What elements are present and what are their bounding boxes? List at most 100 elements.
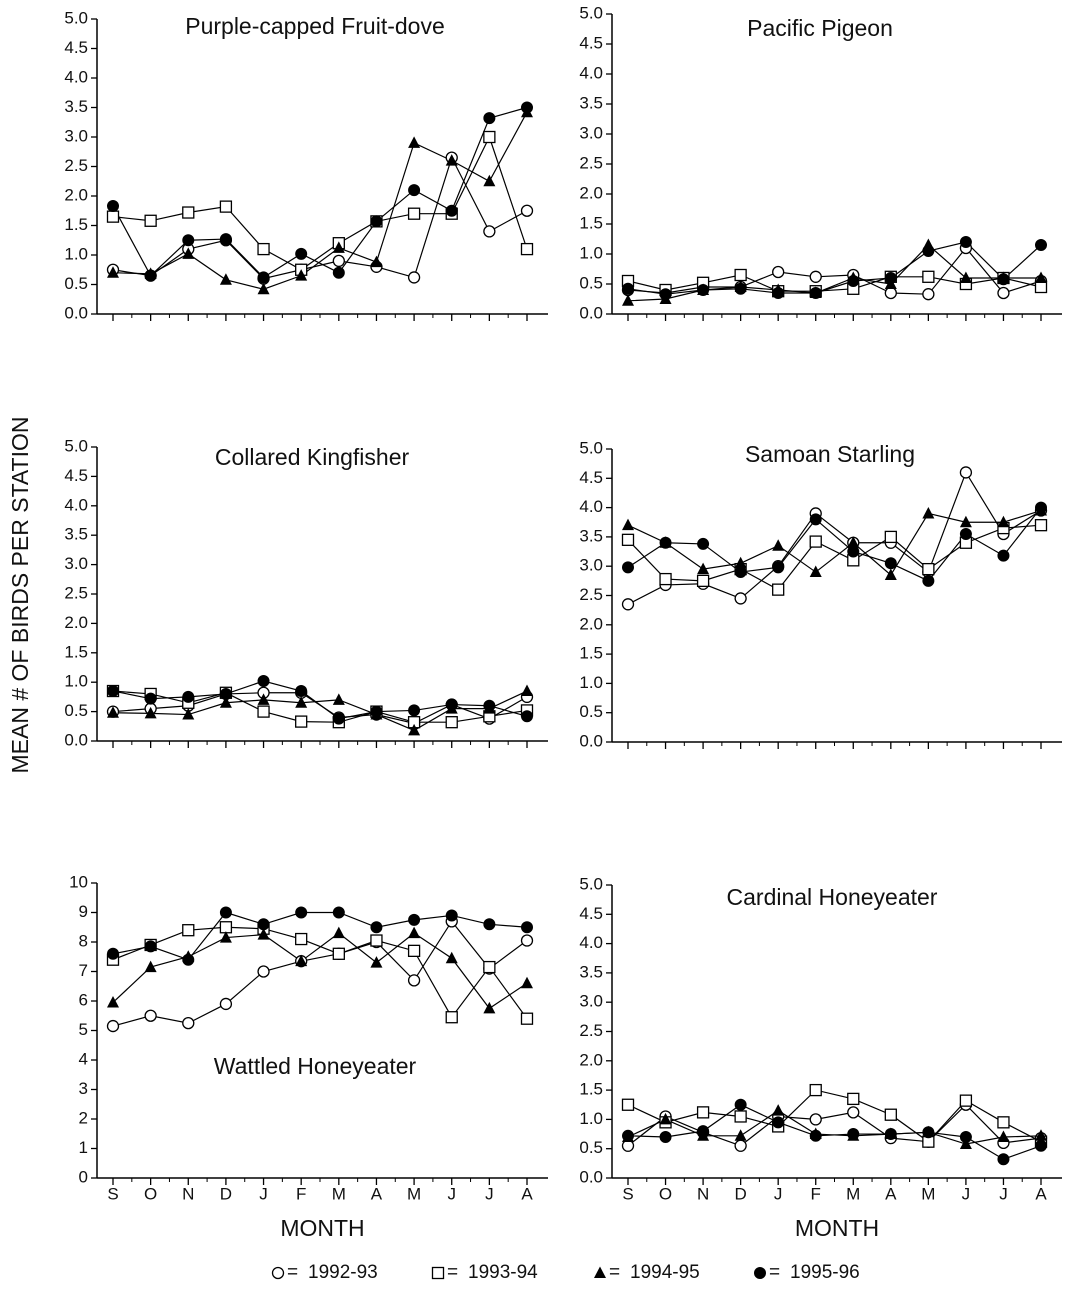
y-tick-label: 0.0 <box>579 303 603 322</box>
series-line <box>112 106 528 279</box>
data-point <box>257 675 270 688</box>
x-tick-label: D <box>734 1184 746 1203</box>
data-point <box>182 1016 195 1030</box>
data-point <box>332 693 345 705</box>
data-point <box>407 271 421 284</box>
legend-marker <box>594 1266 606 1278</box>
series-line <box>627 247 1042 295</box>
data-point <box>521 101 533 114</box>
x-tick-label: A <box>1035 1184 1047 1203</box>
data-point <box>1034 280 1048 294</box>
legend-separator: = <box>447 1262 458 1283</box>
data-point <box>107 947 119 960</box>
x-tick-label: J <box>999 1184 1008 1203</box>
data-point <box>959 236 972 248</box>
data-point <box>847 1128 860 1141</box>
data-point <box>521 921 533 934</box>
data-point <box>959 1094 973 1107</box>
data-point <box>257 242 270 256</box>
data-point <box>622 518 634 531</box>
data-point <box>408 913 421 926</box>
series-line <box>112 156 528 280</box>
series-line <box>627 274 1042 292</box>
data-point <box>922 245 935 257</box>
data-point <box>922 288 935 301</box>
data-point <box>697 284 710 296</box>
x-tick-label: O <box>144 1184 157 1203</box>
data-point <box>847 545 860 558</box>
y-tick-label: 4 <box>79 1049 88 1068</box>
data-point <box>106 210 120 223</box>
data-point <box>809 1129 822 1142</box>
x-tick-label: O <box>659 1184 672 1203</box>
data-point <box>659 1130 672 1143</box>
data-point <box>622 294 634 306</box>
data-point <box>407 207 421 220</box>
x-tick-label: J <box>962 1184 971 1203</box>
data-point <box>734 1129 747 1141</box>
data-point <box>219 273 232 285</box>
y-tick-label: 1.5 <box>579 213 603 232</box>
y-tick-label: 4.0 <box>64 495 88 514</box>
series-line <box>112 932 528 1010</box>
x-tick-label: M <box>846 1184 860 1203</box>
data-point <box>408 723 421 736</box>
data-point <box>959 1137 972 1150</box>
x-axis-title: MONTH <box>280 1215 364 1241</box>
data-point <box>107 200 119 213</box>
y-tick-label: 4.5 <box>579 468 603 487</box>
x-tick-label: M <box>332 1184 346 1203</box>
series-line <box>112 920 528 1027</box>
data-point <box>922 1126 935 1139</box>
chart-title: Collared Kingfisher <box>215 444 410 470</box>
data-point <box>295 906 308 919</box>
data-point <box>520 242 534 256</box>
y-tick-label: 3.5 <box>64 97 88 116</box>
y-tick-label: 2.5 <box>64 156 88 175</box>
data-point <box>847 275 860 287</box>
data-point <box>959 1130 972 1143</box>
data-point <box>483 225 496 238</box>
data-point <box>772 561 785 574</box>
data-point <box>959 466 973 479</box>
data-point <box>107 266 119 278</box>
data-point <box>884 272 897 284</box>
data-point <box>997 549 1010 562</box>
data-point <box>922 270 935 283</box>
x-tick-label: A <box>371 1184 383 1203</box>
data-point <box>521 684 533 697</box>
data-point <box>106 1019 120 1033</box>
x-tick-label: J <box>774 1184 783 1203</box>
data-point <box>295 269 308 281</box>
y-tick-label: 8 <box>79 931 88 950</box>
y-tick-label: 5.0 <box>579 874 603 893</box>
y-tick-label: 0.5 <box>579 702 603 721</box>
data-point <box>219 997 233 1011</box>
series-line <box>627 241 1042 295</box>
data-point <box>295 247 308 260</box>
data-point <box>734 556 747 569</box>
data-point <box>182 708 195 720</box>
data-point <box>884 530 897 544</box>
series-line <box>627 471 1042 605</box>
y-tick-label: 0.5 <box>579 273 603 292</box>
data-point <box>257 282 270 295</box>
legend-label: 1992-93 <box>308 1262 378 1283</box>
x-tick-label: F <box>296 1184 306 1203</box>
legend-marker <box>754 1267 766 1279</box>
data-point <box>408 926 421 939</box>
series-line <box>112 135 528 271</box>
data-point <box>1035 501 1047 514</box>
y-tick-label: 10 <box>69 872 88 891</box>
chart-title: Samoan Starling <box>745 441 915 467</box>
data-point <box>1034 519 1048 532</box>
data-point <box>847 1106 860 1119</box>
y-tick-label: 1.5 <box>64 642 88 661</box>
data-point <box>257 918 270 931</box>
series-line <box>627 1089 1042 1143</box>
data-point <box>370 956 383 968</box>
legend-marker <box>271 1266 285 1280</box>
data-point <box>219 696 232 708</box>
legend-marker <box>431 1266 445 1280</box>
series-line <box>112 680 528 720</box>
